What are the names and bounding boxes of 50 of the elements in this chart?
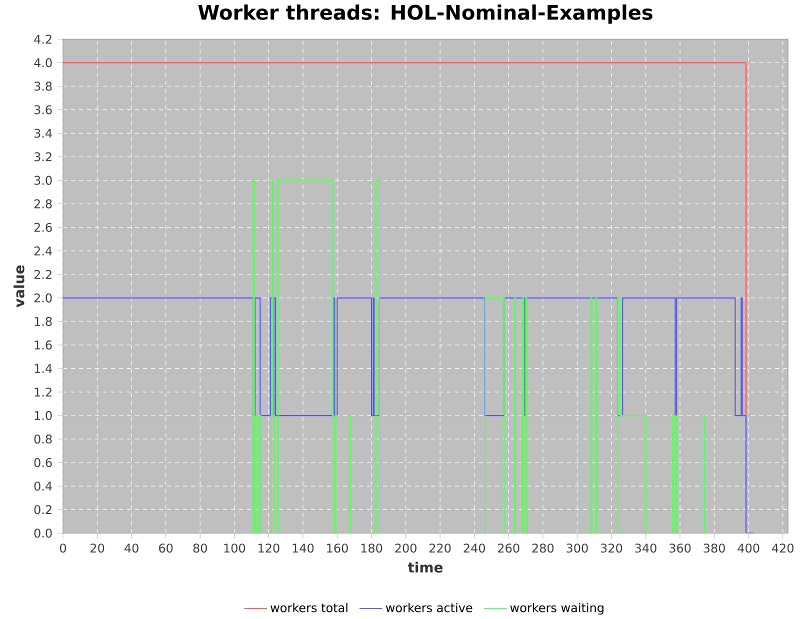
x-tick-label: 400 [738,543,760,552]
y-tick-label: 1.2 [34,387,52,396]
x-tick-label: 300 [566,543,588,552]
y-tick-label: 3.2 [34,152,52,162]
x-tick-label: 20 [90,543,104,552]
x-tick-label: 140 [292,543,314,552]
y-tick-label: 2.2 [34,270,52,279]
x-tick-label: 260 [498,543,520,552]
y-tick-label: 3.4 [34,128,52,138]
x-tick-label: 280 [532,543,554,552]
y-tick-label: 1.4 [34,364,52,373]
x-tick-label: 0 [60,543,66,552]
x-tick-label: 120 [258,543,280,552]
legend-label: workers active [386,602,472,612]
x-tick-label: 420 [772,543,794,552]
y-tick-label: 3.8 [34,81,52,91]
x-tick-label: 220 [430,543,451,552]
y-tick-label: 4.0 [34,58,52,68]
y-tick-label: 1.6 [34,340,52,350]
y-tick-label: 1.0 [34,410,52,420]
legend-label: workers waiting [510,602,604,614]
y-tick-label: 2.4 [34,246,52,256]
y-tick-label: 3.6 [34,104,52,114]
x-tick-label: 80 [193,543,207,552]
legend-label: workers total [270,602,348,612]
y-tick-label: 1.8 [34,316,52,326]
x-tick-label: 320 [600,543,622,552]
y-tick-label: 0.6 [34,458,52,467]
y-tick-label: 2.6 [34,222,52,232]
y-tick-label: 2.0 [34,293,52,302]
x-tick-label: 240 [464,543,485,552]
x-tick-label: 100 [224,543,246,552]
y-tick-label: 0.2 [34,504,52,514]
y-tick-label: 3.0 [34,176,52,185]
x-tick-label: 380 [704,543,725,552]
x-tick-label: 160 [327,543,348,552]
chart-title: Worker threads: HOL-Nominal-Examples [198,4,652,24]
x-tick-label: 40 [124,543,138,552]
x-tick-label: 60 [159,543,173,552]
x-tick-label: 340 [635,543,656,552]
x-axis-title: time [408,562,443,572]
x-tick-label: 200 [395,543,416,552]
y-tick-label: 0.8 [34,434,52,444]
y-axis-title: value [14,265,24,308]
y-tick-label: 0.4 [34,481,52,490]
y-tick-label: 4.2 [34,34,52,44]
y-tick-label: 0.0 [34,528,52,538]
x-tick-label: 360 [669,543,691,552]
x-tick-label: 180 [361,543,382,552]
y-tick-label: 2.8 [34,199,52,208]
